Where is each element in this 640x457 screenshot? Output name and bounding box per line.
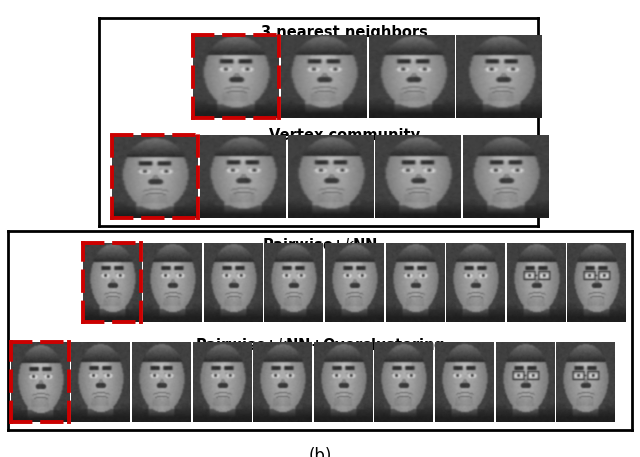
Text: 3 nearest neighbors: 3 nearest neighbors bbox=[261, 25, 428, 39]
Text: (a): (a) bbox=[307, 239, 330, 257]
Text: Vertex community: Vertex community bbox=[269, 128, 420, 143]
Text: Pairwise+$k$NN: Pairwise+$k$NN bbox=[262, 237, 378, 253]
Text: Pairwise+$k$NN+Overclustering: Pairwise+$k$NN+Overclustering bbox=[195, 336, 445, 355]
Text: (b): (b) bbox=[308, 447, 332, 457]
